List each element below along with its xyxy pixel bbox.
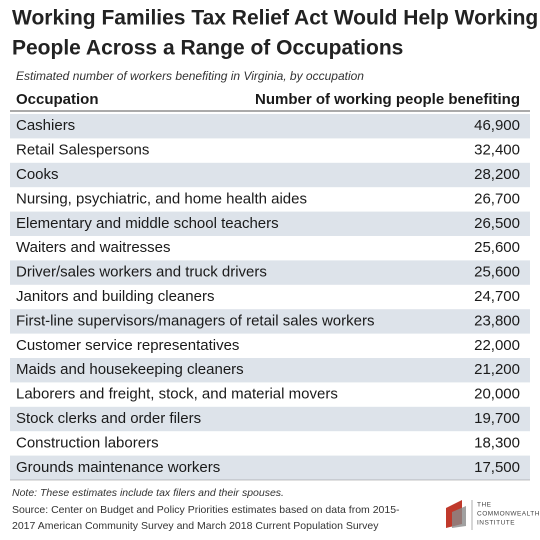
logo-text: Commonwealth — [477, 511, 540, 518]
row-band — [10, 114, 530, 139]
occupation: Cooks — [16, 166, 59, 183]
row-band — [10, 406, 530, 432]
count: 24,700 — [474, 288, 520, 305]
row-band — [10, 162, 530, 188]
count: 32,400 — [474, 142, 520, 159]
logo-mark — [446, 500, 473, 530]
occupation: Retail Salespersons — [16, 142, 149, 159]
count: 18,300 — [474, 434, 520, 451]
occupation: First-line supervisors/managers of retai… — [16, 312, 374, 329]
count: 20,000 — [474, 386, 520, 403]
count: 19,700 — [474, 410, 520, 427]
row-band — [10, 211, 530, 236]
count: 26,500 — [474, 215, 520, 232]
occupation: Driver/sales workers and truck drivers — [16, 264, 267, 281]
row-band — [10, 309, 530, 334]
row-band — [10, 260, 530, 285]
count: 26,700 — [474, 190, 520, 207]
note: Note: These estimates include tax filers… — [12, 487, 284, 499]
subtitle: Estimated number of workers benefiting i… — [16, 69, 364, 83]
count: 21,200 — [474, 361, 520, 378]
occupation: Laborers and freight, stock, and materia… — [16, 386, 338, 403]
occupation: Construction laborers — [16, 434, 159, 451]
occupation: Stock clerks and order filers — [16, 410, 201, 427]
occupation: Nursing, psychiatric, and home health ai… — [16, 190, 307, 207]
occupation: Grounds maintenance workers — [16, 459, 220, 476]
title: People Across a Range of Occupations — [12, 37, 403, 60]
occupation: Waiters and waitresses — [16, 239, 171, 256]
row-band — [10, 455, 530, 480]
count: 23,800 — [474, 312, 520, 329]
occupation: Customer service representatives — [16, 337, 239, 354]
count: 25,600 — [474, 264, 520, 281]
row-band — [10, 358, 530, 383]
column-header: Number of working people benefiting — [255, 91, 520, 108]
column-header: Occupation — [16, 91, 99, 108]
count: 46,900 — [474, 117, 520, 134]
count: 17,500 — [474, 459, 520, 476]
source: Source: Center on Budget and Policy Prio… — [12, 504, 400, 516]
occupation: Elementary and middle school teachers — [16, 215, 279, 232]
occupation: Janitors and building cleaners — [16, 288, 214, 305]
logo-text: Institute — [477, 520, 515, 527]
count: 25,600 — [474, 239, 520, 256]
logo-text: The — [477, 502, 492, 509]
title: Working Families Tax Relief Act Would He… — [12, 7, 538, 30]
source: 2017 American Community Survey and March… — [12, 520, 379, 532]
count: 22,000 — [474, 337, 520, 354]
count: 28,200 — [474, 166, 520, 183]
occupation: Maids and housekeeping cleaners — [16, 361, 244, 378]
occupation: Cashiers — [16, 117, 75, 134]
